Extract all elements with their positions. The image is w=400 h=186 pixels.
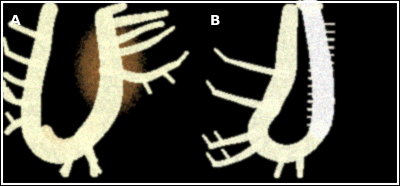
Text: B: B (210, 14, 221, 28)
Text: A: A (10, 14, 21, 28)
